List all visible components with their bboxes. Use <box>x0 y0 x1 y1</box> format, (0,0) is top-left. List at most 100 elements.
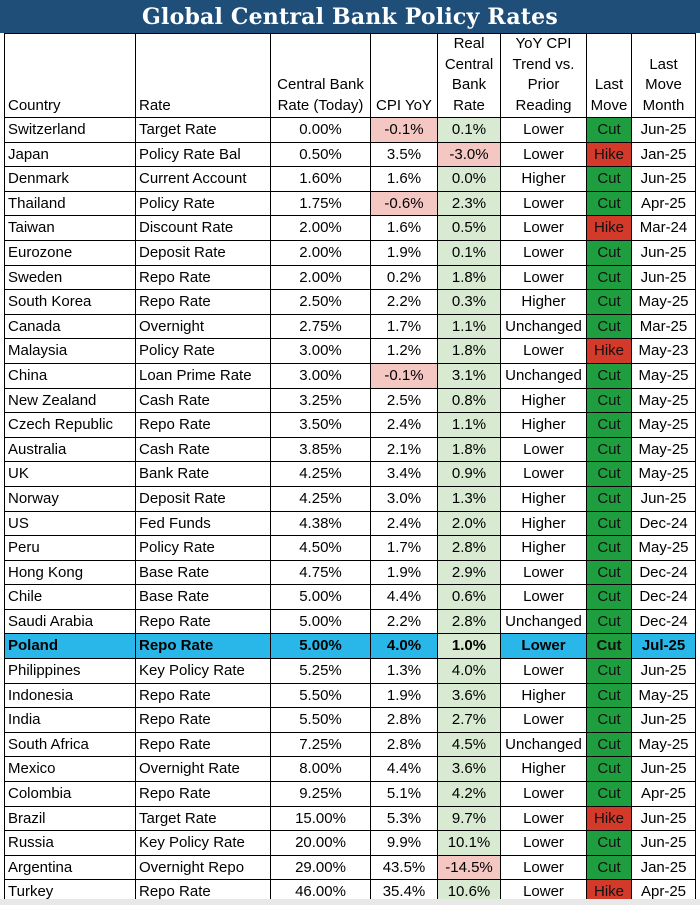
cpi-trend-cell: Higher <box>500 756 587 783</box>
country-cell: Japan <box>4 141 136 168</box>
real-rate-cell: 0.8% <box>437 387 501 414</box>
central-bank-rate-cell: 3.25% <box>270 387 371 414</box>
last-move-cell: Cut <box>586 412 632 438</box>
last-move-cell: Cut <box>586 559 632 586</box>
central-bank-rate-cell: 5.25% <box>270 658 371 684</box>
cpi-yoy-cell: 3.4% <box>370 461 438 487</box>
country-cell: Denmark <box>4 166 136 192</box>
real-rate-cell: 4.0% <box>437 658 501 684</box>
table-row: China Loan Prime Rate 3.00% -0.1% 3.1% Unchan… <box>4 362 696 389</box>
real-rate-cell: 1.8% <box>437 264 501 291</box>
real-rate-cell: -14.5% <box>437 854 501 881</box>
last-move-cell: Hike <box>586 141 632 168</box>
last-move-cell: Cut <box>586 756 632 783</box>
cpi-trend-cell: Lower <box>500 658 587 684</box>
rate-name-cell: Target Rate <box>135 117 271 143</box>
cpi-trend-cell: Higher <box>500 289 587 315</box>
cpi-yoy-cell: 4.4% <box>370 756 438 783</box>
central-bank-rate-cell: 2.00% <box>270 239 371 266</box>
table-row: Canada Overnight 2.75% 1.7% 1.1% Unchanged Cut… <box>4 313 696 340</box>
real-rate-cell: 1.3% <box>437 485 501 512</box>
central-bank-rate-cell: 29.00% <box>270 854 371 881</box>
cpi-trend-cell: Lower <box>500 117 587 143</box>
last-move-month-cell: Mar-24 <box>631 215 696 241</box>
cpi-trend-cell: Unchanged <box>500 313 587 340</box>
real-rate-cell: 0.3% <box>437 289 501 315</box>
central-bank-rate-cell: 5.50% <box>270 707 371 733</box>
table-row: South Korea Repo Rate 2.50% 2.2% 0.3% Higher C… <box>4 289 696 315</box>
real-rate-cell: 2.3% <box>437 190 501 217</box>
rate-name-cell: Cash Rate <box>135 436 271 463</box>
table-row: Taiwan Discount Rate 2.00% 1.6% 0.5% Lower Hik… <box>4 215 696 241</box>
cpi-yoy-cell: 1.9% <box>370 239 438 266</box>
table-row: South Africa Repo Rate 7.25% 2.8% 4.5% Unchan… <box>4 731 696 758</box>
country-cell: Sweden <box>4 264 136 291</box>
rate-name-cell: Overnight <box>135 313 271 340</box>
country-cell: Philippines <box>4 658 136 684</box>
rate-name-cell: Repo Rate <box>135 707 271 733</box>
cpi-trend-cell: Lower <box>500 633 587 660</box>
last-move-month-cell: May-25 <box>631 461 696 487</box>
central-bank-rate-cell: 0.50% <box>270 141 371 168</box>
rate-name-cell: Overnight Rate <box>135 756 271 783</box>
cpi-trend-cell: Higher <box>500 682 587 709</box>
rate-name-cell: Base Rate <box>135 559 271 586</box>
rate-name-cell: Repo Rate <box>135 608 271 635</box>
table-row: Indonesia Repo Rate 5.50% 1.9% 3.6% Higher Cut… <box>4 682 696 709</box>
cpi-yoy-cell: 2.8% <box>370 731 438 758</box>
cpi-trend-cell: Higher <box>500 510 587 537</box>
cpi-trend-cell: Unchanged <box>500 362 587 389</box>
real-rate-cell: 0.1% <box>437 117 501 143</box>
real-rate-cell: 2.8% <box>437 608 501 635</box>
rate-name-cell: Repo Rate <box>135 289 271 315</box>
cpi-yoy-cell: 5.3% <box>370 805 438 832</box>
real-rate-cell: 2.9% <box>437 559 501 586</box>
bottom-strip <box>0 899 700 905</box>
cpi-yoy-cell: -0.1% <box>370 117 438 143</box>
cpi-trend-cell: Higher <box>500 535 587 561</box>
last-move-cell: Cut <box>586 436 632 463</box>
real-rate-cell: 4.5% <box>437 731 501 758</box>
country-cell: China <box>4 362 136 389</box>
country-cell: Hong Kong <box>4 559 136 586</box>
cpi-trend-cell: Lower <box>500 584 587 610</box>
real-rate-cell: 2.8% <box>437 535 501 561</box>
table-row: Argentina Overnight Repo 29.00% 43.5% -14.5%… <box>4 854 696 881</box>
country-cell: Chile <box>4 584 136 610</box>
cpi-trend-cell: Lower <box>500 190 587 217</box>
country-cell: Russia <box>4 830 136 856</box>
rate-name-cell: Policy Rate <box>135 190 271 217</box>
table-row: New Zealand Cash Rate 3.25% 2.5% 0.8% Higher C… <box>4 387 696 414</box>
page-title: Global Central Bank Policy Rates <box>142 3 558 30</box>
table-row: Hong Kong Base Rate 4.75% 1.9% 2.9% Lower Cut D… <box>4 559 696 586</box>
last-move-cell: Cut <box>586 264 632 291</box>
cpi-trend-cell: Lower <box>500 141 587 168</box>
cpi-yoy-cell: 2.2% <box>370 289 438 315</box>
last-move-cell: Hike <box>586 338 632 364</box>
last-move-cell: Cut <box>586 608 632 635</box>
cpi-yoy-cell: 1.6% <box>370 215 438 241</box>
cpi-yoy-cell: -0.6% <box>370 190 438 217</box>
last-move-cell: Cut <box>586 461 632 487</box>
cpi-yoy-cell: 1.9% <box>370 559 438 586</box>
header-cpi: CPI YoY <box>370 33 438 118</box>
country-cell: Switzerland <box>4 117 136 143</box>
table-row: Russia Key Policy Rate 20.00% 9.9% 10.1% Lowe… <box>4 830 696 856</box>
real-rate-cell: 9.7% <box>437 805 501 832</box>
table-row: India Repo Rate 5.50% 2.8% 2.7% Lower Cut Jun-2… <box>4 707 696 733</box>
rate-name-cell: Fed Funds <box>135 510 271 537</box>
country-cell: Taiwan <box>4 215 136 241</box>
header-last-move-month: Last Move Month <box>631 33 696 118</box>
country-cell: Poland <box>4 633 136 660</box>
rate-name-cell: Policy Rate <box>135 535 271 561</box>
last-move-month-cell: Jun-25 <box>631 264 696 291</box>
country-cell: Indonesia <box>4 682 136 709</box>
central-bank-rate-cell: 5.50% <box>270 682 371 709</box>
rate-name-cell: Target Rate <box>135 805 271 832</box>
real-rate-cell: 0.5% <box>437 215 501 241</box>
cpi-trend-cell: Lower <box>500 338 587 364</box>
country-cell: Peru <box>4 535 136 561</box>
header-last-move: Last Move <box>586 33 632 118</box>
cpi-trend-cell: Higher <box>500 166 587 192</box>
central-bank-rate-cell: 3.00% <box>270 338 371 364</box>
